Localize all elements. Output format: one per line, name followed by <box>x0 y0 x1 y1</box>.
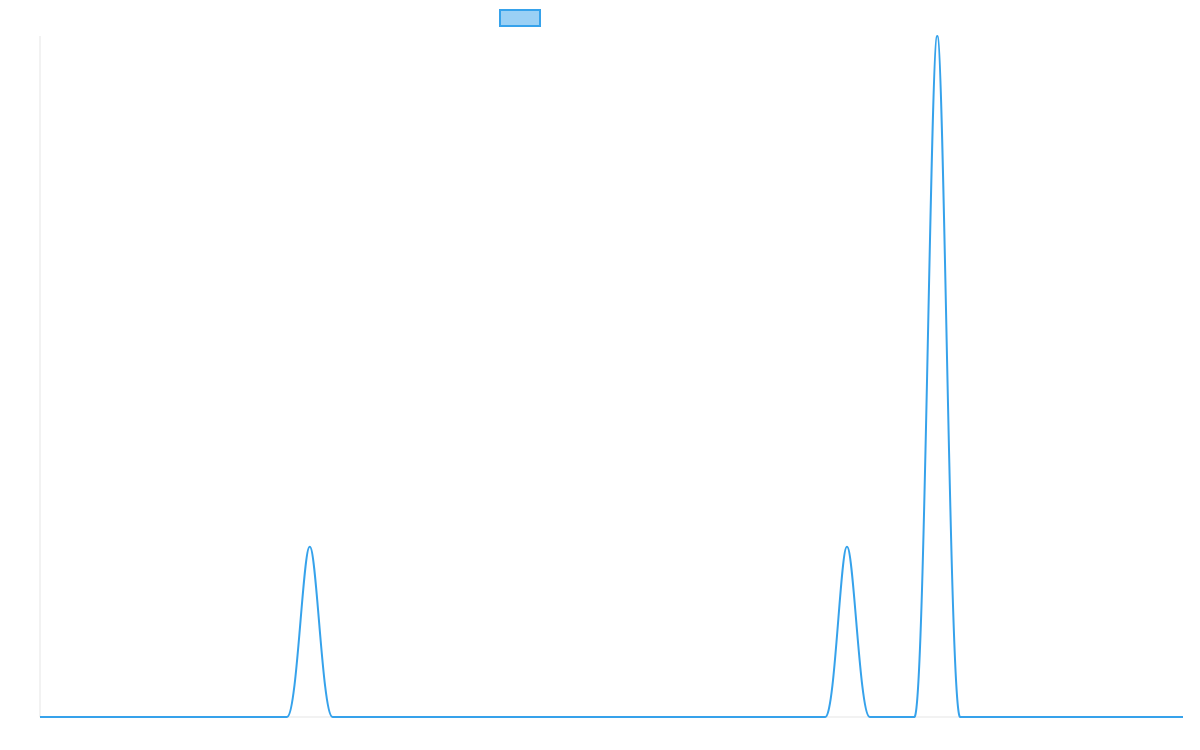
series-line-0 <box>40 35 1183 718</box>
legend-swatch <box>499 9 541 27</box>
